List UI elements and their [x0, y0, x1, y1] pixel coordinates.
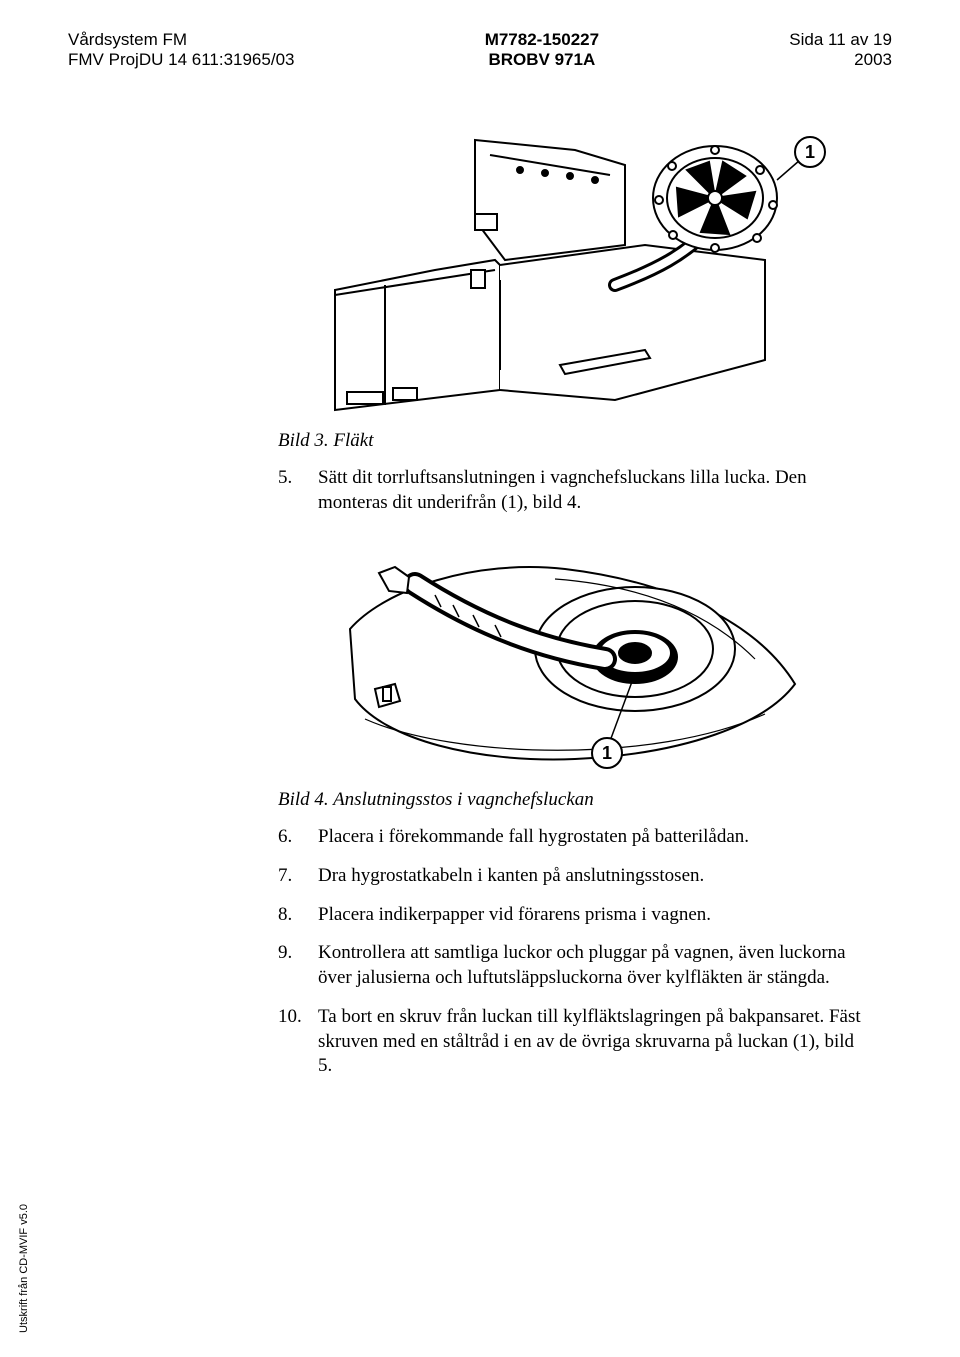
header-year: 2003: [789, 50, 892, 70]
step-8: 8. Placera indikerpapper vid förarens pr…: [278, 903, 872, 928]
footer-print-note: Utskrift från CD-MVIF v5.0: [18, 1204, 30, 1333]
callout-2-label: 1: [602, 743, 612, 763]
header-doc-id: M7782-150227: [485, 30, 599, 50]
figure-2-caption: Bild 4. Anslutningsstos i vagnchefslucka…: [278, 789, 872, 811]
step-num: 9.: [278, 941, 318, 990]
callout-1-label: 1: [805, 142, 815, 162]
step-6: 6. Placera i förekommande fall hygrostat…: [278, 825, 872, 850]
header-center: M7782-150227 BROBV 971A: [485, 30, 599, 70]
header-right: Sida 11 av 19 2003: [789, 30, 892, 70]
callout-1: 1: [795, 137, 825, 167]
step-num: 5.: [278, 466, 318, 515]
step-text: Placera i förekommande fall hygrostaten …: [318, 825, 872, 850]
page-header: Vårdsystem FM FMV ProjDU 14 611:31965/03…: [68, 30, 892, 70]
step-num: 8.: [278, 903, 318, 928]
step-5: 5. Sätt dit torrluftsanslutningen i vagn…: [278, 466, 872, 515]
header-proj: FMV ProjDU 14 611:31965/03: [68, 50, 294, 70]
step-text: Sätt dit torrluftsanslutningen i vagnche…: [318, 466, 872, 515]
step-10: 10. Ta bort en skruv från luckan till ky…: [278, 1005, 872, 1079]
step-text: Dra hygrostatkabeln i kanten på anslutni…: [318, 864, 872, 889]
callout-2: 1: [592, 738, 622, 768]
page-content: 1 Bild 3. Fläkt 5. Sätt dit torrluftsans…: [278, 110, 872, 1079]
figure-1: 1: [278, 110, 872, 420]
header-doc-name: BROBV 971A: [485, 50, 599, 70]
header-left: Vårdsystem FM FMV ProjDU 14 611:31965/03: [68, 30, 294, 70]
header-page: Sida 11 av 19: [789, 30, 892, 50]
step-num: 10.: [278, 1005, 318, 1079]
figure-2: 1: [278, 529, 872, 779]
step-num: 6.: [278, 825, 318, 850]
step-text: Ta bort en skruv från luckan till kylflä…: [318, 1005, 872, 1079]
step-text: Placera indikerpapper vid förarens prism…: [318, 903, 872, 928]
step-num: 7.: [278, 864, 318, 889]
header-org: Vårdsystem FM: [68, 30, 294, 50]
figure-1-caption: Bild 3. Fläkt: [278, 430, 872, 452]
step-text: Kontrollera att samtliga luckor och plug…: [318, 941, 872, 990]
step-7: 7. Dra hygrostatkabeln i kanten på anslu…: [278, 864, 872, 889]
step-9: 9. Kontrollera att samtliga luckor och p…: [278, 941, 872, 990]
